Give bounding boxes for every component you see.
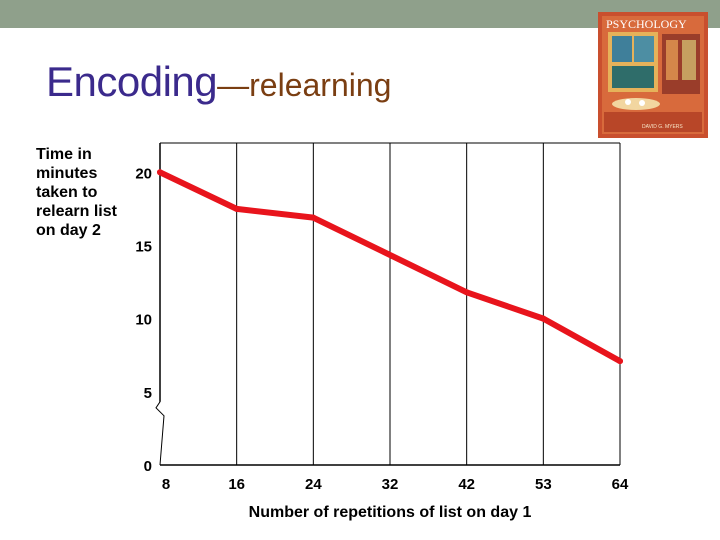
book-cover-image: PSYCHOLOGY DAVID G. MYERS — [598, 12, 708, 138]
series-line — [157, 169, 623, 365]
y-axis-label: Time in minutes taken to relearn list on… — [36, 146, 117, 239]
x-tick-label: 24 — [305, 476, 322, 493]
data-point — [310, 214, 317, 221]
title-main: Encoding — [46, 58, 218, 105]
chart-grid — [155, 142, 621, 466]
x-axis-label: Number of repetitions of list on day 1 — [248, 504, 532, 521]
y-tick-label: 5 — [144, 385, 152, 402]
x-tick-label: 64 — [612, 476, 629, 493]
chart-ticks: 0 5 10 15 20 8 16 24 32 42 53 64 — [135, 165, 629, 493]
y-tick-label: 20 — [135, 165, 152, 182]
x-tick-label: 8 — [162, 476, 170, 493]
x-tick-label: 32 — [382, 476, 399, 493]
slide-title: Encoding—relearning — [46, 58, 391, 106]
data-point — [157, 169, 163, 176]
y-tick-label: 15 — [135, 238, 152, 255]
y-tick-label: 10 — [135, 312, 152, 329]
x-tick-label: 53 — [535, 476, 552, 493]
x-tick-label: 42 — [458, 476, 475, 493]
data-point — [233, 205, 240, 212]
y-axis-break — [155, 401, 165, 466]
data-point — [617, 358, 623, 365]
cover-title: PSYCHOLOGY — [606, 17, 687, 31]
data-point — [540, 315, 547, 322]
y-tick-label: 0 — [144, 458, 152, 475]
chart-series — [157, 169, 623, 365]
cover-author: DAVID G. MYERS — [642, 124, 683, 130]
x-tick-label: 16 — [228, 476, 245, 493]
title-sub: —relearning — [217, 67, 392, 103]
data-point — [463, 289, 470, 296]
